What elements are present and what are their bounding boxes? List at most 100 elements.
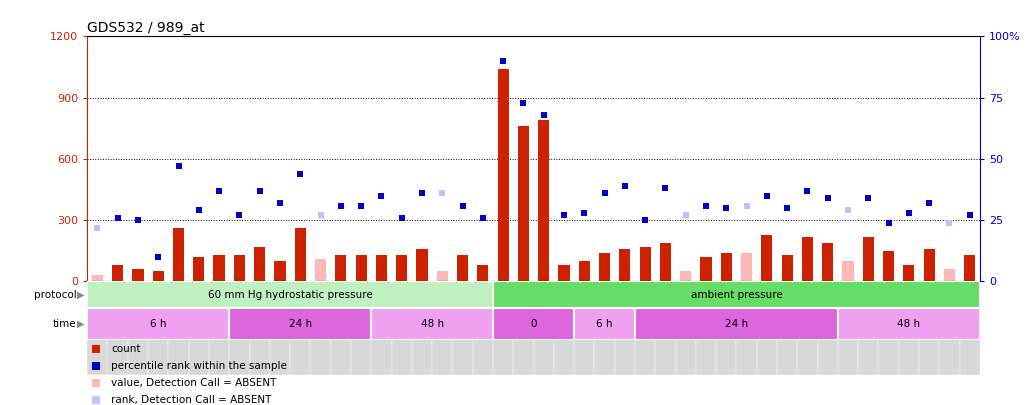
Bar [797,281,818,375]
Bar [858,281,878,375]
Bar [594,281,615,375]
Bar [498,69,509,281]
Bar [432,281,452,375]
Bar [538,120,549,281]
Bar [189,281,209,375]
Bar [229,308,371,340]
Bar [575,281,594,375]
Bar [842,261,854,281]
Bar [153,271,164,281]
Bar [229,281,249,375]
Bar [701,257,712,281]
Bar [392,281,411,375]
Text: 24 h: 24 h [724,319,748,329]
Bar [249,281,270,375]
Bar [883,251,894,281]
Bar [838,281,858,375]
Bar [575,308,635,340]
Bar [716,281,737,375]
Bar [558,265,569,281]
Bar [777,281,797,375]
Bar [534,281,554,375]
Bar [437,271,447,281]
Bar [457,255,468,281]
Bar [656,281,675,375]
Bar [964,255,976,281]
Text: 60 mm Hg hydrostatic pressure: 60 mm Hg hydrostatic pressure [207,290,372,300]
Bar [635,308,838,340]
Bar [411,281,432,375]
Bar [579,261,590,281]
Bar [620,249,630,281]
Bar [452,281,473,375]
Bar [234,255,245,281]
Bar [737,281,756,375]
Text: 48 h: 48 h [421,319,443,329]
Bar [128,281,148,375]
Bar [132,269,144,281]
Bar [330,281,351,375]
Bar [473,281,492,375]
Bar [492,281,513,375]
Text: 6 h: 6 h [596,319,613,329]
Bar [782,255,793,281]
Bar [939,281,959,375]
Bar [944,269,955,281]
Bar [148,281,168,375]
Bar [213,255,225,281]
Bar [290,281,310,375]
Bar [417,249,428,281]
Bar [87,281,108,375]
Bar [351,281,371,375]
Bar [639,247,650,281]
Bar [371,308,492,340]
Bar [919,281,939,375]
Bar [903,265,914,281]
Bar [193,257,204,281]
Bar [818,281,838,375]
Bar [87,281,492,308]
Bar [756,281,777,375]
Bar [396,255,407,281]
Bar [863,237,874,281]
Bar [492,308,575,340]
Text: ▶: ▶ [77,290,84,300]
Bar [336,255,347,281]
Bar [554,281,575,375]
Bar [899,281,919,375]
Bar [959,281,980,375]
Bar [254,247,266,281]
Bar [492,281,980,308]
Bar [310,281,330,375]
Bar [355,255,366,281]
Bar [720,253,732,281]
Bar [91,275,103,281]
Bar [87,308,229,340]
Bar [209,281,229,375]
Bar [270,281,290,375]
Text: ▶: ▶ [77,319,84,329]
Bar [680,271,692,281]
Text: GDS532 / 989_at: GDS532 / 989_at [87,21,205,35]
Text: 48 h: 48 h [898,319,920,329]
Bar [294,228,306,281]
Text: 0: 0 [530,319,537,329]
Bar [801,237,813,281]
Text: protocol: protocol [34,290,77,300]
Bar [112,265,123,281]
Bar [822,243,833,281]
Text: count: count [111,344,141,354]
Bar [675,281,696,375]
Text: 24 h: 24 h [288,319,312,329]
Bar [513,281,534,375]
Bar [376,255,387,281]
Bar [761,234,773,281]
Bar [274,261,285,281]
Text: 6 h: 6 h [150,319,166,329]
Bar [371,281,392,375]
Bar [923,249,935,281]
Bar [315,259,326,281]
Bar [615,281,635,375]
Text: rank, Detection Call = ABSENT: rank, Detection Call = ABSENT [111,395,272,405]
Bar [168,281,189,375]
